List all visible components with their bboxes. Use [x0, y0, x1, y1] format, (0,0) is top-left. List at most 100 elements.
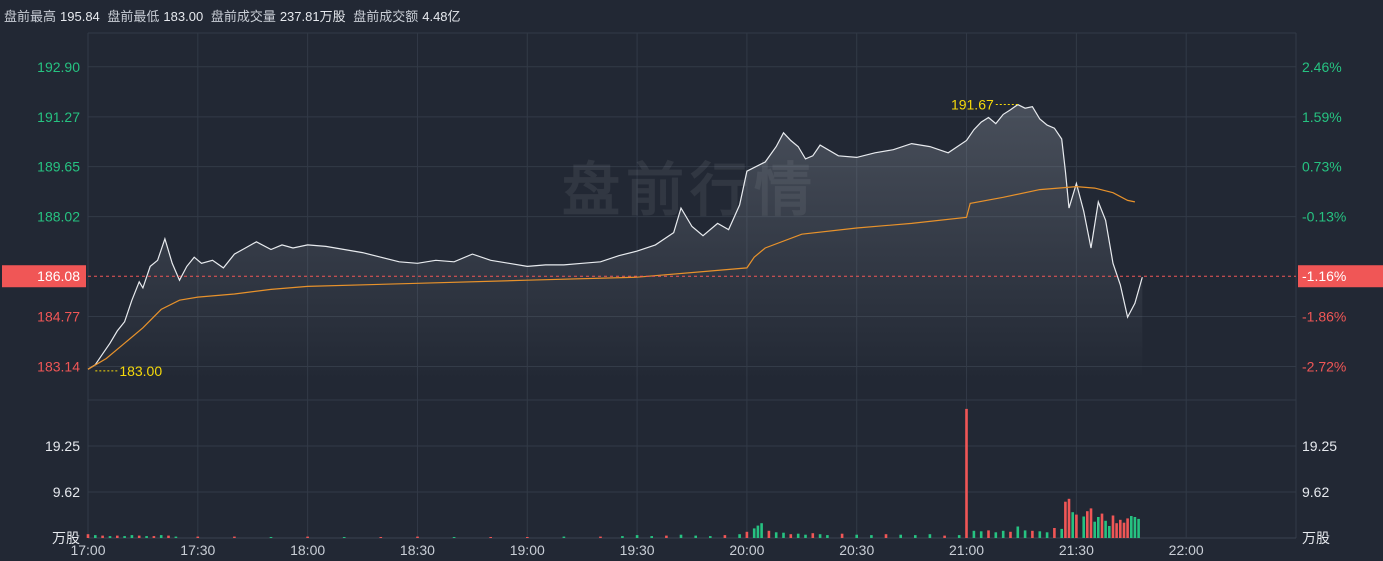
volume-tick-label-left: 9.62	[53, 484, 80, 500]
volume-bar	[1075, 514, 1078, 538]
y-tick-label-left: 189.65	[37, 159, 80, 175]
volume-bar	[1093, 521, 1096, 538]
volume-bar	[1016, 526, 1020, 538]
volume-bar	[774, 532, 778, 538]
volume-bar	[1082, 516, 1085, 538]
volume-bar	[738, 534, 741, 538]
volume-bar	[745, 531, 749, 538]
y-tick-label-right: 1.59%	[1302, 109, 1342, 125]
max-marker-label: 191.67	[951, 97, 994, 113]
volume-bar	[782, 532, 785, 538]
volume-bar	[1001, 530, 1005, 538]
premarket-high-label: 盘前最高	[4, 9, 57, 24]
volume-bar	[1038, 531, 1042, 538]
volume-bar	[914, 535, 917, 538]
premarket-summary-bar: 盘前最高 195.84 盘前最低 183.00 盘前成交量 237.81万股 盘前成交…	[4, 6, 465, 25]
x-tick-label: 20:00	[729, 542, 764, 558]
volume-bar	[928, 534, 932, 538]
volume-bar	[1119, 519, 1122, 538]
average-price-line	[87, 185, 1136, 370]
premarket-amount-value: 4.48亿	[422, 9, 461, 24]
volume-bar	[694, 535, 697, 538]
volume-bar	[972, 530, 976, 538]
volume-bar	[723, 535, 727, 538]
volume-bar	[840, 533, 844, 538]
y-tick-label-left: 183.14	[37, 359, 80, 375]
volume-bar	[1067, 498, 1071, 538]
volume-bar	[562, 536, 566, 538]
volume-bar	[979, 531, 983, 538]
volume-unit-right: 万股	[1302, 530, 1330, 546]
volume-bar	[108, 536, 112, 538]
volume-bar	[957, 535, 961, 538]
volume-bar	[635, 535, 639, 538]
y-tick-label-right: -1.16%	[1302, 268, 1346, 284]
volume-bar	[196, 536, 200, 538]
y-tick-label-left: 184.77	[37, 308, 80, 324]
volume-bar	[1009, 531, 1012, 538]
premarket-high-value: 195.84	[60, 9, 100, 24]
volume-bar	[650, 536, 653, 538]
volume-bar	[123, 536, 126, 538]
volume-bar	[752, 528, 756, 538]
volume-bar	[789, 534, 793, 538]
x-tick-label: 20:30	[839, 542, 874, 558]
volume-bar	[137, 535, 141, 538]
volume-bar	[167, 535, 170, 538]
premarket-low-label: 盘前最低	[107, 9, 160, 24]
y-tick-label-right: -2.72%	[1302, 359, 1346, 375]
volume-bar	[709, 536, 712, 538]
x-tick-label: 17:00	[70, 542, 105, 558]
volume-bar	[1130, 516, 1133, 538]
volume-bar	[1031, 530, 1034, 538]
reference-pct-badge	[1298, 265, 1383, 288]
reference-price-badge	[2, 265, 86, 288]
volume-bar	[159, 535, 163, 538]
x-tick-label: 18:30	[400, 542, 435, 558]
y-tick-label-right: 0.73%	[1302, 159, 1342, 175]
volume-bar	[452, 537, 456, 538]
volume-bar	[1086, 511, 1089, 538]
premarket-low-value: 183.00	[163, 9, 204, 24]
volume-bar	[1071, 512, 1074, 538]
volume-bar	[804, 534, 807, 538]
volume-bar	[379, 537, 383, 538]
premarket-amount-label: 盘前成交额	[353, 9, 419, 24]
x-tick-label: 18:00	[290, 542, 325, 558]
volume-bar	[796, 533, 800, 538]
volume-bar	[145, 536, 148, 538]
volume-bar	[855, 534, 858, 538]
price-line	[87, 103, 1143, 370]
volume-bar	[416, 536, 419, 538]
volume-bar	[899, 534, 902, 538]
volume-bar	[116, 535, 119, 538]
volume-bar	[943, 535, 946, 538]
volume-bar	[756, 525, 760, 538]
volume-bar	[1100, 513, 1104, 538]
volume-bar	[306, 536, 309, 538]
volume-tick-label-left: 19.25	[45, 438, 80, 454]
volume-bar	[1115, 523, 1118, 538]
x-tick-label: 17:30	[180, 542, 215, 558]
volume-bar	[1104, 520, 1107, 538]
min-marker-label: 183.00	[119, 363, 162, 379]
volume-bar	[1045, 532, 1049, 538]
volume-bar	[1108, 526, 1111, 538]
volume-bar	[818, 534, 822, 538]
volume-bar	[94, 535, 97, 538]
volume-bar	[811, 533, 815, 538]
volume-tick-label-right: 19.25	[1302, 438, 1337, 454]
volume-bar	[269, 537, 273, 538]
volume-bar	[342, 537, 346, 538]
volume-bar	[665, 535, 668, 538]
y-tick-label-left: 186.08	[37, 268, 80, 284]
y-tick-label-right: -0.13%	[1302, 209, 1346, 225]
volume-bar	[965, 408, 968, 538]
volume-bar	[130, 535, 134, 538]
price-area-fill	[88, 104, 1143, 380]
volume-bar	[152, 536, 156, 538]
volume-bar	[233, 536, 236, 538]
y-tick-label-left: 188.02	[37, 209, 80, 225]
